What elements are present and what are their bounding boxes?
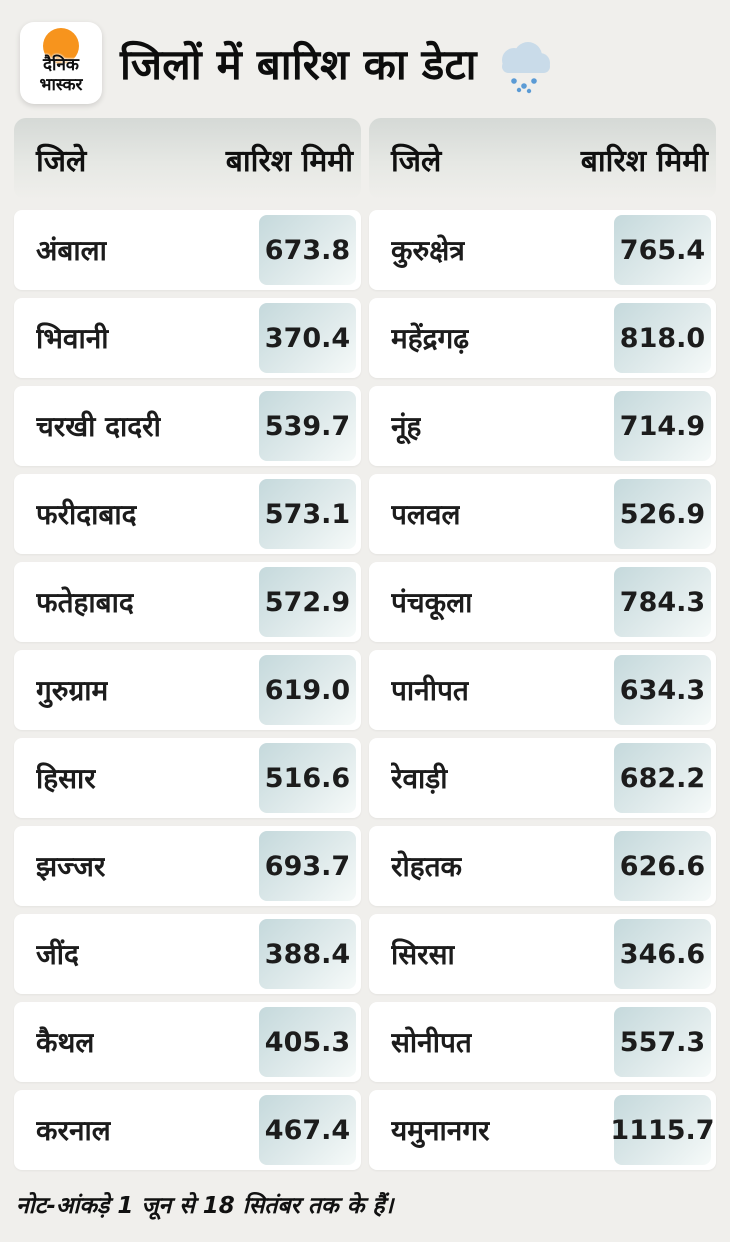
rain-value: 388.4 — [259, 919, 356, 989]
logo-line-2: भास्कर — [39, 74, 83, 95]
rain-value: 784.3 — [614, 567, 711, 637]
rain-value: 693.7 — [259, 831, 356, 901]
column-header-district: जिले — [391, 143, 442, 179]
rain-value: 673.8 — [259, 215, 356, 285]
table-row: नूंह 714.9 — [369, 386, 716, 466]
district-name: पलवल — [391, 498, 461, 531]
table-row: जींद 388.4 — [14, 914, 361, 994]
rain-value: 818.0 — [614, 303, 711, 373]
table-row: यमुनानगर 1115.7 — [369, 1090, 716, 1170]
table-row: पानीपत 634.3 — [369, 650, 716, 730]
footnote: नोट-आंकड़े 1 जून से 18 सितंबर तक के हैं। — [16, 1193, 394, 1219]
district-name: भिवानी — [36, 322, 109, 355]
table-row: रेवाड़ी 682.2 — [369, 738, 716, 818]
table-row: सोनीपत 557.3 — [369, 1002, 716, 1082]
left-table: जिले बारिश मिमी अंबाला 673.8 भिवानी 370.… — [14, 118, 361, 1178]
district-name: जींद — [36, 938, 79, 971]
left-table-header: जिले बारिश मिमी — [14, 118, 361, 200]
rain-value: 634.3 — [614, 655, 711, 725]
district-name: झज्जर — [36, 850, 106, 883]
rain-value: 682.2 — [614, 743, 711, 813]
table-row: सिरसा 346.6 — [369, 914, 716, 994]
logo-text: दैनिक भास्कर — [40, 55, 83, 104]
rain-value: 1115.7 — [610, 1095, 715, 1165]
logo-sun-icon — [43, 28, 79, 64]
rain-value: 714.9 — [614, 391, 711, 461]
logo-line-1: दैनिक — [43, 54, 79, 75]
tables-container: जिले बारिश मिमी अंबाला 673.8 भिवानी 370.… — [0, 116, 730, 1178]
district-name: सोनीपत — [391, 1026, 472, 1059]
dainik-bhaskar-logo: दैनिक भास्कर — [20, 22, 102, 104]
rain-value: 572.9 — [259, 567, 356, 637]
rain-value: 346.6 — [614, 919, 711, 989]
table-row: अंबाला 673.8 — [14, 210, 361, 290]
table-row: गुरुग्राम 619.0 — [14, 650, 361, 730]
rain-value: 619.0 — [259, 655, 356, 725]
district-name: करनाल — [36, 1114, 111, 1147]
right-table: जिले बारिश मिमी कुरुक्षेत्र 765.4 महेंद्… — [369, 118, 716, 1178]
table-row: महेंद्रगढ़ 818.0 — [369, 298, 716, 378]
rain-value: 557.3 — [614, 1007, 711, 1077]
table-row: फतेहाबाद 572.9 — [14, 562, 361, 642]
table-row: पंचकूला 784.3 — [369, 562, 716, 642]
district-name: हिसार — [36, 762, 96, 795]
district-name: नूंह — [391, 410, 422, 443]
table-row: कुरुक्षेत्र 765.4 — [369, 210, 716, 290]
column-header-district: जिले — [36, 143, 87, 179]
district-name: पंचकूला — [391, 586, 473, 619]
table-row: रोहतक 626.6 — [369, 826, 716, 906]
table-row: चरखी दादरी 539.7 — [14, 386, 361, 466]
table-row: फरीदाबाद 573.1 — [14, 474, 361, 554]
rain-value: 467.4 — [259, 1095, 356, 1165]
district-name: रेवाड़ी — [391, 762, 448, 795]
right-table-header: जिले बारिश मिमी — [369, 118, 716, 200]
district-name: यमुनानगर — [391, 1114, 490, 1147]
page-title: जिलों में बारिश का डेटा — [120, 39, 477, 89]
table-row: झज्जर 693.7 — [14, 826, 361, 906]
rain-value: 516.6 — [259, 743, 356, 813]
district-name: कुरुक्षेत्र — [391, 234, 465, 267]
district-name: सिरसा — [391, 938, 455, 971]
rain-value: 573.1 — [259, 479, 356, 549]
table-row: हिसार 516.6 — [14, 738, 361, 818]
district-name: गुरुग्राम — [36, 674, 109, 707]
snow-cloud-icon — [501, 42, 550, 94]
district-name: अंबाला — [36, 234, 107, 267]
table-row: पलवल 526.9 — [369, 474, 716, 554]
rain-value: 765.4 — [614, 215, 711, 285]
table-row: भिवानी 370.4 — [14, 298, 361, 378]
column-header-rain: बारिश मिमी — [580, 143, 708, 179]
district-name: फरीदाबाद — [36, 498, 137, 531]
rain-value: 526.9 — [614, 479, 711, 549]
rain-value: 405.3 — [259, 1007, 356, 1077]
rain-value: 626.6 — [614, 831, 711, 901]
district-name: कैथल — [36, 1026, 95, 1059]
rain-value: 370.4 — [259, 303, 356, 373]
district-name: महेंद्रगढ़ — [391, 322, 470, 355]
table-row: करनाल 467.4 — [14, 1090, 361, 1170]
header: दैनिक भास्कर जिलों में बारिश का डेटा — [0, 0, 730, 116]
district-name: पानीपत — [391, 674, 469, 707]
rain-value: 539.7 — [259, 391, 356, 461]
district-name: रोहतक — [391, 850, 463, 883]
column-header-rain: बारिश मिमी — [225, 143, 353, 179]
table-row: कैथल 405.3 — [14, 1002, 361, 1082]
district-name: फतेहाबाद — [36, 586, 134, 619]
district-name: चरखी दादरी — [36, 410, 161, 443]
